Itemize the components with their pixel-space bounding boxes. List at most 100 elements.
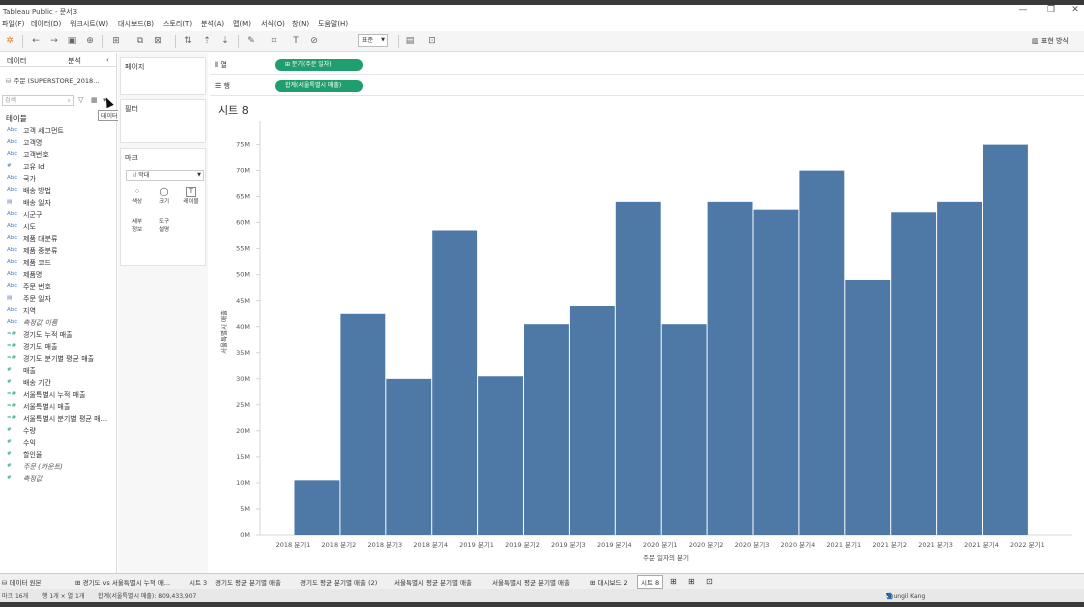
rows-pill[interactable]: 합계(서울특별시 매출) (275, 80, 363, 92)
bar[interactable] (523, 324, 569, 535)
menu-file[interactable]: 파일(F) (2, 20, 25, 28)
sheet-tab[interactable]: 시트 3 (189, 579, 208, 587)
columns-pill[interactable]: ⊞ 분기(주문 일자) (275, 59, 363, 71)
bar[interactable] (661, 324, 707, 535)
duplicate-sheet-icon[interactable]: ⧉ (136, 36, 144, 46)
redo-icon[interactable]: → (50, 36, 58, 46)
color-button[interactable]: ⁘ 색상 (126, 187, 148, 207)
bar[interactable] (432, 230, 478, 536)
search-input[interactable]: 검색 ⌕ (2, 95, 74, 106)
field-item[interactable]: # 할인율 (0, 449, 117, 461)
bar[interactable] (386, 378, 432, 535)
maximize-icon[interactable]: ❐ (1046, 5, 1056, 15)
new-datasource-icon[interactable]: ⊕ (86, 36, 94, 46)
new-sheet-icon[interactable]: ⊞ (112, 36, 120, 46)
menu-dropdown-icon[interactable]: ▾ (103, 96, 107, 104)
fix-axes-icon[interactable]: ⊘ (310, 36, 318, 46)
tooltip-button[interactable]: 도구 설명 (158, 219, 170, 233)
size-button[interactable]: ◯ 크기 (153, 187, 175, 207)
bar[interactable] (707, 201, 753, 535)
bar[interactable] (845, 279, 891, 535)
sheet-tab[interactable]: 서울특별시 평균 분기별 매출 (394, 579, 472, 587)
field-item[interactable]: =# 경기도 매출 (0, 341, 117, 353)
tab-data[interactable]: 데이터 (7, 57, 27, 65)
user-menu[interactable]: 👤 Seungil Kang ▾ (886, 591, 926, 600)
sheet-tab[interactable]: ⊞ 경기도 vs 서울특별시 누적 매... (75, 579, 170, 587)
field-item[interactable]: =# 경기도 분기별 평균 매출 (0, 353, 117, 365)
menu-worksheet[interactable]: 워크시트(W) (70, 20, 109, 28)
sheet-tab[interactable]: ⊞ 대시보드 2 (590, 579, 628, 587)
menu-help[interactable]: 도움말(H) (318, 20, 349, 28)
bar[interactable] (799, 170, 845, 535)
tab-data-source[interactable]: ⛁ 데이터 원본 (2, 579, 42, 587)
sheet-tab[interactable]: 경기도 평균 분기별 매출 (2) (300, 579, 378, 587)
field-item[interactable]: # 배송 기간 (0, 377, 117, 389)
field-item[interactable]: Abc 제품 코드 (0, 257, 117, 269)
field-item[interactable]: =# 서울특별시 매출 (0, 401, 117, 413)
tableau-logo-icon[interactable]: ✲ (6, 36, 14, 46)
field-item[interactable]: # 매출 (0, 365, 117, 377)
field-item[interactable]: Abc 지역 (0, 305, 117, 317)
sort-asc-icon[interactable]: ⇡ (203, 36, 211, 46)
sort-desc-icon[interactable]: ⇣ (221, 36, 229, 46)
field-item[interactable]: # 수량 (0, 425, 117, 437)
field-item[interactable]: Abc 주문 번호 (0, 281, 117, 293)
bar[interactable] (478, 376, 523, 535)
bar[interactable] (615, 201, 661, 535)
group-icon[interactable]: ⌗ (271, 36, 277, 46)
rows-shelf[interactable]: ☰ 행 합계(서울특별시 매출) (210, 77, 1084, 96)
field-item[interactable]: ▤ 배송 일자 (0, 197, 117, 209)
field-item[interactable]: Abc 제품명 (0, 269, 117, 281)
field-item[interactable]: Abc 제품 중분류 (0, 245, 117, 257)
field-item[interactable]: # 주문 (카운트) (0, 461, 117, 473)
data-source[interactable]: ⛁ 주문 (SUPERSTORE_2018... (6, 77, 100, 85)
field-item[interactable]: Abc 고객 세그먼트 (0, 125, 117, 137)
highlight-icon[interactable]: ✎ (247, 36, 255, 46)
tab-analysis[interactable]: 분석 (68, 57, 81, 65)
save-icon[interactable]: ▣ (67, 36, 77, 46)
label-icon[interactable]: T (293, 36, 299, 46)
menu-story[interactable]: 스토리(T) (163, 20, 193, 28)
field-item[interactable]: Abc 배송 방법 (0, 185, 117, 197)
pages-card[interactable]: 페이지 (120, 57, 206, 95)
bar[interactable] (937, 201, 982, 535)
sheet-title[interactable]: 시트 8 (218, 104, 249, 117)
sheet-tab[interactable]: 서울특별시 평균 분기별 매출 (492, 579, 570, 587)
show-cards-icon[interactable]: ▤ (405, 36, 415, 46)
bar[interactable] (891, 212, 937, 535)
field-item[interactable]: =# 서울특별시 분기별 평균 매... (0, 413, 117, 425)
presentation-icon[interactable]: ⊡ (428, 36, 436, 46)
new-dashboard-icon[interactable]: ⊞ (688, 577, 695, 586)
menu-dashboard[interactable]: 대시보드(B) (118, 20, 155, 28)
new-worksheet-icon[interactable]: ⊞ (670, 577, 677, 586)
detail-button[interactable]: 세부 정보 (131, 219, 143, 233)
columns-shelf[interactable]: ⦀ 열 ⊞ 분기(주문 일자) (210, 56, 1084, 75)
label-button[interactable]: T 레이블 (183, 187, 199, 205)
sheet-tab-active[interactable]: 시트 8 (637, 575, 664, 589)
menu-window[interactable]: 창(N) (292, 20, 310, 28)
show-me-button[interactable]: ▥ 표현 방식 (1032, 37, 1069, 45)
field-item[interactable]: =# 서울특별시 누적 매출 (0, 389, 117, 401)
field-item[interactable]: Abc 고객번호 (0, 149, 117, 161)
field-item[interactable]: Abc 제품 대분류 (0, 233, 117, 245)
filters-card[interactable]: 필터 (120, 99, 206, 143)
menu-format[interactable]: 서식(O) (261, 20, 285, 28)
field-item[interactable]: # 측정값 (0, 473, 117, 485)
field-item[interactable]: Abc 국가 (0, 173, 117, 185)
menu-map[interactable]: 맵(M) (233, 20, 251, 28)
bar[interactable] (294, 480, 340, 535)
swap-icon[interactable]: ⇅ (184, 36, 192, 46)
filter-icon[interactable]: ▽ (78, 96, 84, 104)
fit-select[interactable]: 표준 ▼ (358, 34, 388, 47)
sheet-tab[interactable]: 경기도 평균 분기별 매출 (215, 579, 281, 587)
view-data-icon[interactable]: ▦ (91, 96, 98, 104)
bar[interactable] (569, 305, 615, 535)
clear-sheet-icon[interactable]: ⊠ (154, 36, 162, 46)
close-icon[interactable]: ✕ (1071, 5, 1079, 15)
field-item[interactable]: Abc 측정값 이름 (0, 317, 117, 329)
bar[interactable] (340, 313, 386, 535)
bar[interactable] (982, 144, 1028, 535)
field-item[interactable]: # 고유 Id (0, 161, 117, 173)
minimize-icon[interactable]: — (1018, 5, 1028, 15)
field-item[interactable]: ▤ 주문 일자 (0, 293, 117, 305)
